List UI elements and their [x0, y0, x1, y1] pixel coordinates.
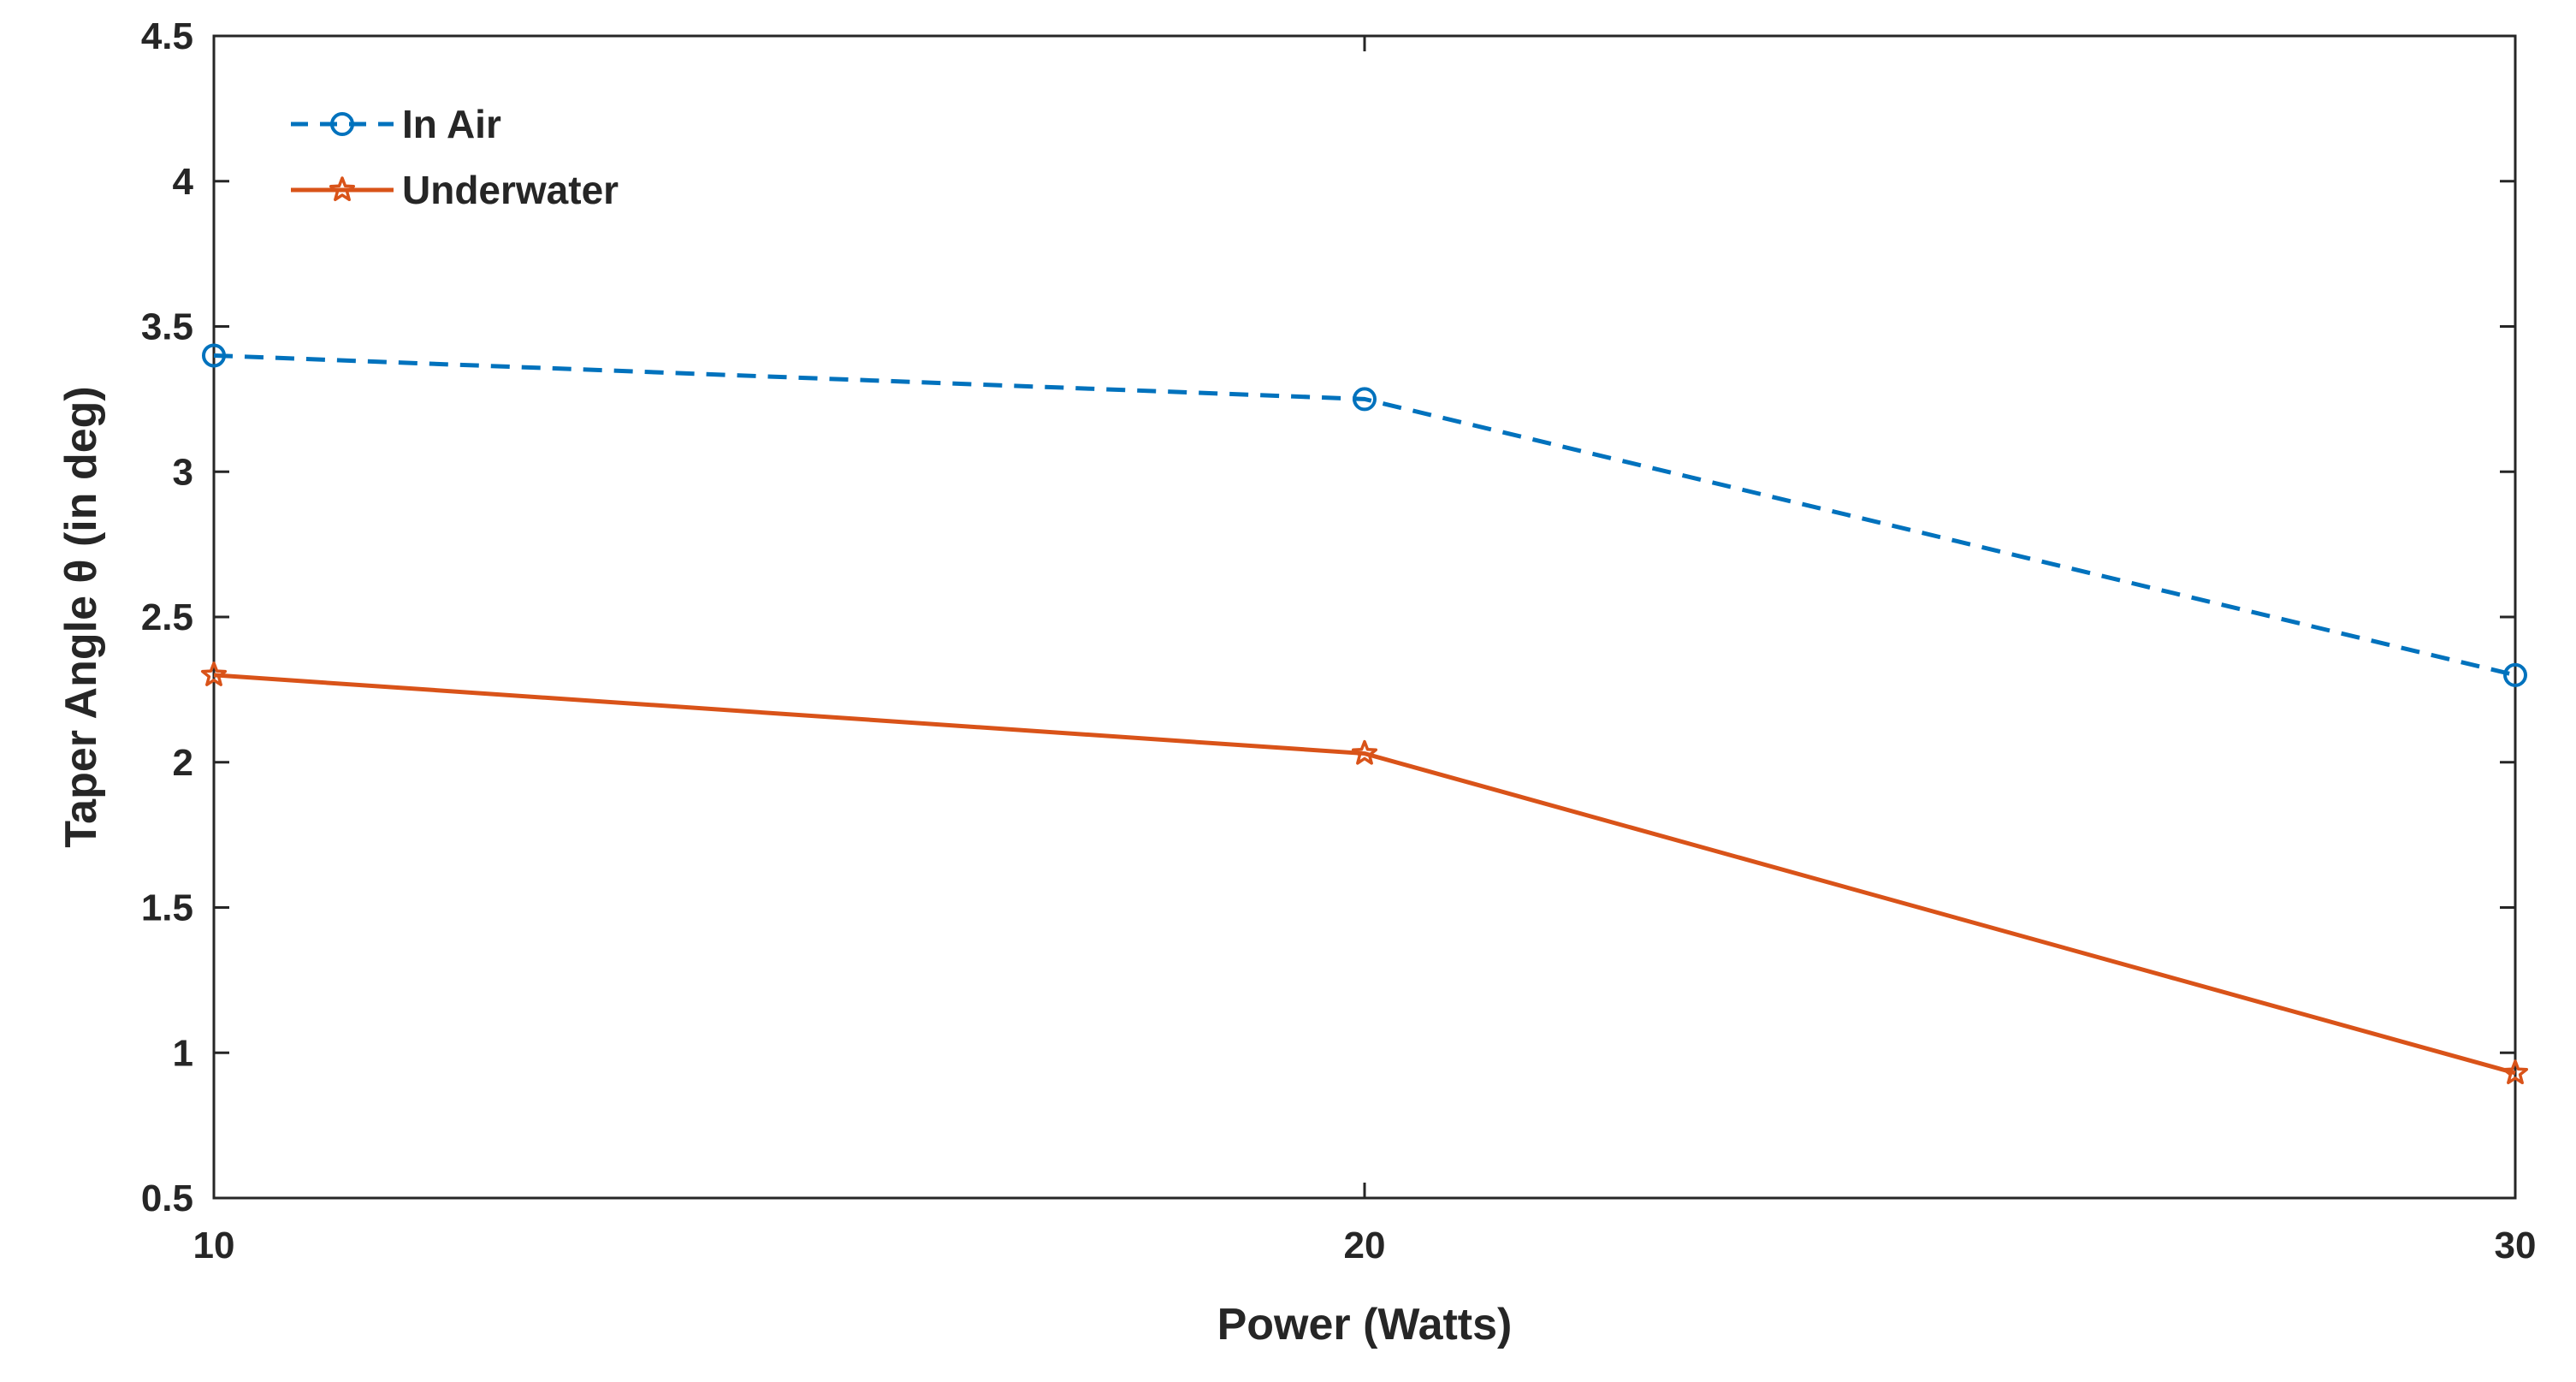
- axis-ticks: 0.5 1 1.5 2 2.5 3 3.5 4 4.5 10 20 30: [141, 15, 2537, 1266]
- y-tick-label: 2: [173, 742, 193, 784]
- plot-area: [212, 34, 2517, 1200]
- data-point-in-air: [1353, 387, 1377, 412]
- legend-marker-in-air: [330, 112, 354, 136]
- y-tick-label: 3: [173, 451, 193, 493]
- data-point-underwater: [1351, 739, 1378, 765]
- data-point-underwater: [200, 661, 228, 686]
- x-axis-title: Power (Watts): [1217, 1300, 1513, 1349]
- y-tick-label: 4.5: [141, 15, 193, 57]
- y-tick-label: 1: [173, 1032, 193, 1074]
- data-point-in-air: [2503, 662, 2527, 687]
- legend-label-in-air: In Air: [402, 102, 501, 146]
- y-tick-label: 4: [173, 161, 194, 203]
- y-tick-label: 3.5: [141, 306, 193, 348]
- x-tick-label: 20: [1344, 1225, 1386, 1266]
- x-tick-label: 10: [193, 1225, 235, 1266]
- series-layer: [200, 343, 2529, 1085]
- data-point-in-air: [202, 343, 226, 368]
- data-point-underwater: [2502, 1059, 2529, 1085]
- y-axis-title: Taper Angle θ (in deg): [56, 386, 106, 847]
- x-tick-label: 30: [2495, 1225, 2537, 1266]
- series-line-underwater: [213, 673, 2516, 1076]
- legend: In Air Underwater: [291, 102, 619, 212]
- legend-marker-shape: [330, 112, 354, 136]
- legend-label-underwater: Underwater: [402, 168, 619, 212]
- legend-marker-shape: [329, 176, 356, 202]
- y-tick-label: 2.5: [141, 596, 193, 638]
- series-underwater: [200, 661, 2529, 1085]
- y-tick-label: 1.5: [141, 887, 193, 929]
- series-in-air: [202, 343, 2527, 687]
- legend-marker-underwater: [329, 176, 356, 202]
- series-line-in-air: [213, 353, 2516, 678]
- y-tick-label: 0.5: [141, 1177, 193, 1219]
